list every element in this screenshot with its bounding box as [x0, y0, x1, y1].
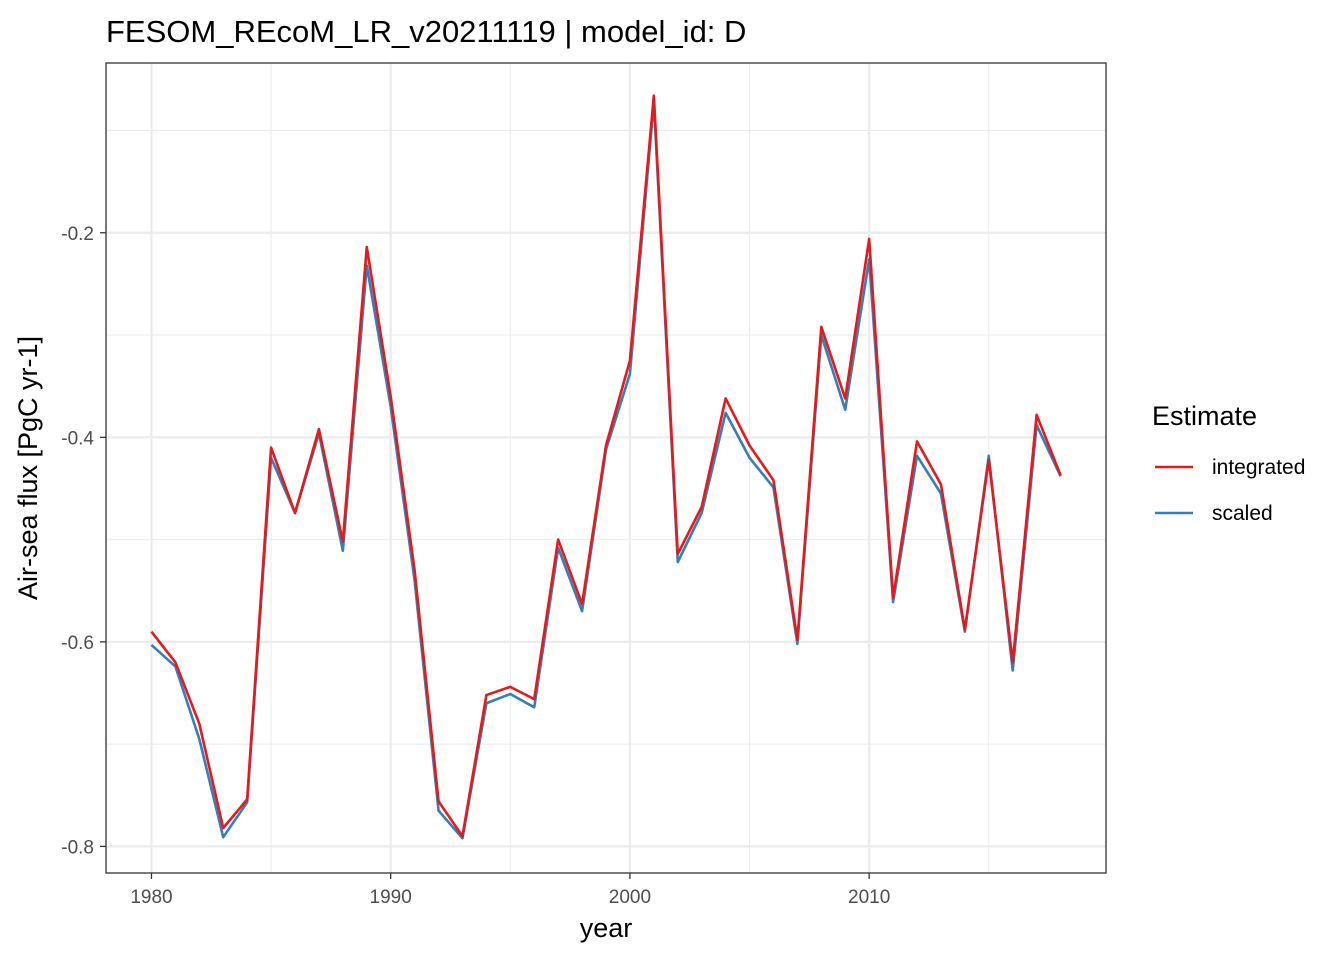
y-tick-label: -0.6	[61, 633, 94, 654]
legend-label-scaled: scaled	[1212, 502, 1273, 525]
y-axis-title: Air-sea flux [PgC yr-1]	[13, 336, 43, 600]
y-tick-label: -0.2	[61, 224, 94, 245]
legend: Estimate integrated scaled	[1152, 401, 1305, 525]
x-tick-label: 1990	[370, 887, 412, 908]
x-tick-label: 2010	[848, 887, 890, 908]
x-axis: 1980 1990 2000 2010	[130, 873, 890, 908]
x-axis-title: year	[580, 913, 633, 943]
y-axis: -0.8 -0.6 -0.4 -0.2	[61, 224, 106, 858]
grid-minor	[106, 63, 1106, 873]
x-tick-label: 1980	[130, 887, 172, 908]
series-line-integrated	[150, 94, 1062, 838]
plot-panel	[106, 63, 1106, 873]
x-tick-label: 2000	[609, 887, 651, 908]
series-layer	[150, 94, 1062, 840]
legend-items: integrated scaled	[1155, 456, 1305, 525]
y-tick-label: -0.4	[61, 428, 94, 449]
y-tick-label: -0.8	[61, 837, 94, 858]
legend-label-integrated: integrated	[1212, 456, 1305, 479]
grid-major	[106, 63, 1106, 873]
chart-title: FESOM_REcoM_LR_v20211119 | model_id: D	[106, 14, 746, 49]
legend-title: Estimate	[1152, 401, 1257, 431]
plot-border	[105, 62, 1107, 874]
